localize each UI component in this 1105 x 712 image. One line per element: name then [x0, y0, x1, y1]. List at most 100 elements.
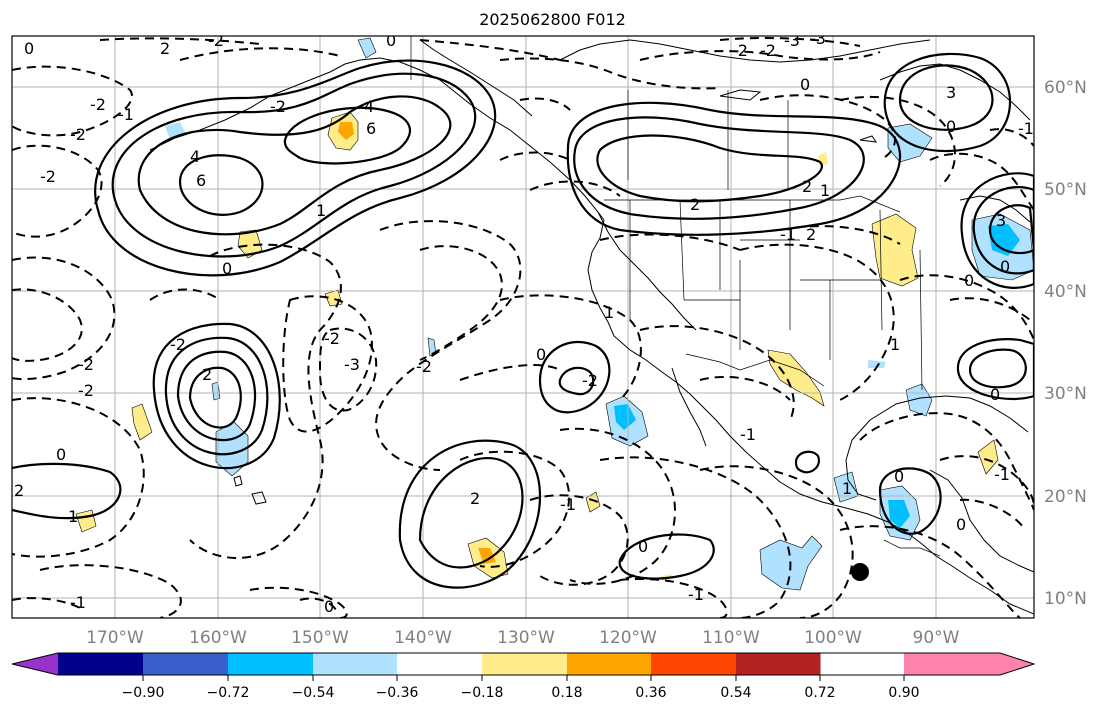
colorbar-tick-label: −0.72: [207, 685, 250, 701]
contour-label: 0: [56, 445, 66, 464]
contour-label: -3: [344, 355, 360, 374]
contour-label: 0: [894, 467, 904, 486]
colorbar-segment: [736, 653, 821, 675]
colorbar-tick-label: 0.18: [551, 685, 582, 701]
contour-label: 0: [946, 117, 956, 136]
lat-label: 20°N: [1044, 487, 1087, 507]
contour-label: 1: [890, 335, 900, 354]
colorbar-outline: [11, 652, 1036, 676]
contour-label: 2: [806, 225, 816, 244]
contour-label: 3: [996, 211, 1006, 230]
lon-label: 160°W: [189, 628, 247, 648]
contour-label: 2: [690, 195, 700, 214]
contour-label: -1: [740, 425, 756, 444]
colorbar-tick-label: −0.54: [292, 685, 335, 701]
contour-label: -2: [78, 355, 94, 374]
contour-label: 0: [964, 271, 974, 290]
contour-label: 1: [604, 303, 614, 322]
contour-label: -1: [780, 225, 796, 244]
contour-label: -2: [732, 41, 748, 60]
contour-label: 0: [324, 597, 334, 616]
contour-label: -2: [78, 381, 94, 400]
contour-label: -2: [90, 95, 106, 114]
contour-label: 0: [24, 39, 34, 58]
longitude-labels: 170°W 160°W 150°W 140°W 130°W 120°W 110°…: [86, 628, 960, 648]
colorbar-tick-label: 0.54: [720, 685, 751, 701]
contour-label: -1: [70, 593, 86, 612]
contour-label: 1: [820, 181, 830, 200]
contour-label: -2: [760, 41, 776, 60]
contour-label: -2: [40, 167, 56, 186]
lat-label: 40°N: [1044, 282, 1087, 302]
contour-label: 1: [316, 201, 326, 220]
latitude-labels: 60°N 50°N 40°N 30°N 20°N 10°N: [1044, 78, 1087, 609]
lat-label: 30°N: [1044, 384, 1087, 404]
contour-label: -2: [70, 125, 86, 144]
contour-label: 4: [190, 147, 200, 166]
contour-label: 0: [990, 385, 1000, 404]
contour-label: 1: [68, 507, 78, 526]
lat-label: 10°N: [1044, 589, 1087, 609]
colorbar-segment: [397, 653, 483, 675]
map-title: 2025062800 F012: [479, 10, 626, 29]
contour-labels: 0 -2 -1 -2 2 4 6 4 6 0 -2 -2 0 2 -2 -3 -…: [14, 29, 1034, 616]
contour-label: -2: [270, 97, 286, 116]
contour-label: 2: [202, 365, 212, 384]
contour-label: -1: [118, 105, 134, 124]
contour-label: 0: [222, 259, 232, 278]
lon-label: 130°W: [497, 628, 555, 648]
colorbar-tick-label: −0.18: [461, 685, 504, 701]
contour-label: -1: [560, 495, 576, 514]
lat-label: 50°N: [1044, 180, 1087, 200]
contour-label: 6: [196, 171, 206, 190]
colorbar-segment: [567, 653, 652, 675]
colorbar-extend-high: [904, 653, 1034, 675]
lon-label: 140°W: [394, 628, 452, 648]
colorbar-segment: [651, 653, 737, 675]
colorbar-tick-label: −0.90: [122, 685, 165, 701]
colorbar-segment: [58, 653, 144, 675]
contour-label: 2: [160, 39, 170, 58]
contour-label: 6: [366, 119, 376, 138]
lon-label: 120°W: [599, 628, 657, 648]
contour-label: 3: [946, 83, 956, 102]
contour-label: -1: [688, 585, 704, 604]
contour-label: -3: [810, 29, 826, 48]
contour-label: 0: [800, 75, 810, 94]
contour-label: 0: [536, 345, 546, 364]
coastlines: [149, 39, 1034, 615]
contour-label: 1: [842, 479, 852, 498]
colorbar-segment: [482, 653, 568, 675]
point-marker: [851, 563, 869, 581]
colorbar: −0.90 −0.72 −0.54 −0.36 −0.18 0.18 0.36 0.54 0.7…: [11, 652, 1036, 701]
colorbar-extend-low: [12, 653, 58, 675]
colorbar-segment: [313, 653, 398, 675]
contour-label: -2: [324, 329, 340, 348]
contour-label: 0: [1000, 257, 1010, 276]
contour-label: -1: [1018, 119, 1034, 138]
map-frame: [11, 35, 1035, 619]
colorbar-tick-label: 0.90: [888, 685, 919, 701]
lat-label: 60°N: [1044, 78, 1087, 98]
contour-label: -2: [208, 31, 224, 50]
contour-label: 0: [638, 537, 648, 556]
colorbar-segment: [228, 653, 314, 675]
colorbar-tick-label: 0.72: [804, 685, 835, 701]
contour-label: 2: [470, 489, 480, 508]
contour-label: -2: [582, 371, 598, 390]
contour-label: -2: [416, 357, 432, 376]
contour-label: 2: [802, 177, 812, 196]
lon-label: 150°W: [291, 628, 349, 648]
contour-label: 2: [14, 481, 24, 500]
positive-contours: [12, 52, 1034, 589]
lon-label: 110°W: [702, 628, 760, 648]
lon-label: 90°W: [913, 628, 960, 648]
contour-label: -1: [994, 465, 1010, 484]
colorbar-tick-label: −0.36: [376, 685, 419, 701]
negative-contours: [12, 37, 1034, 618]
contour-label: 0: [956, 515, 966, 534]
lon-label: 170°W: [86, 628, 144, 648]
contour-label: -3: [784, 31, 800, 50]
colorbar-segment: [143, 653, 229, 675]
